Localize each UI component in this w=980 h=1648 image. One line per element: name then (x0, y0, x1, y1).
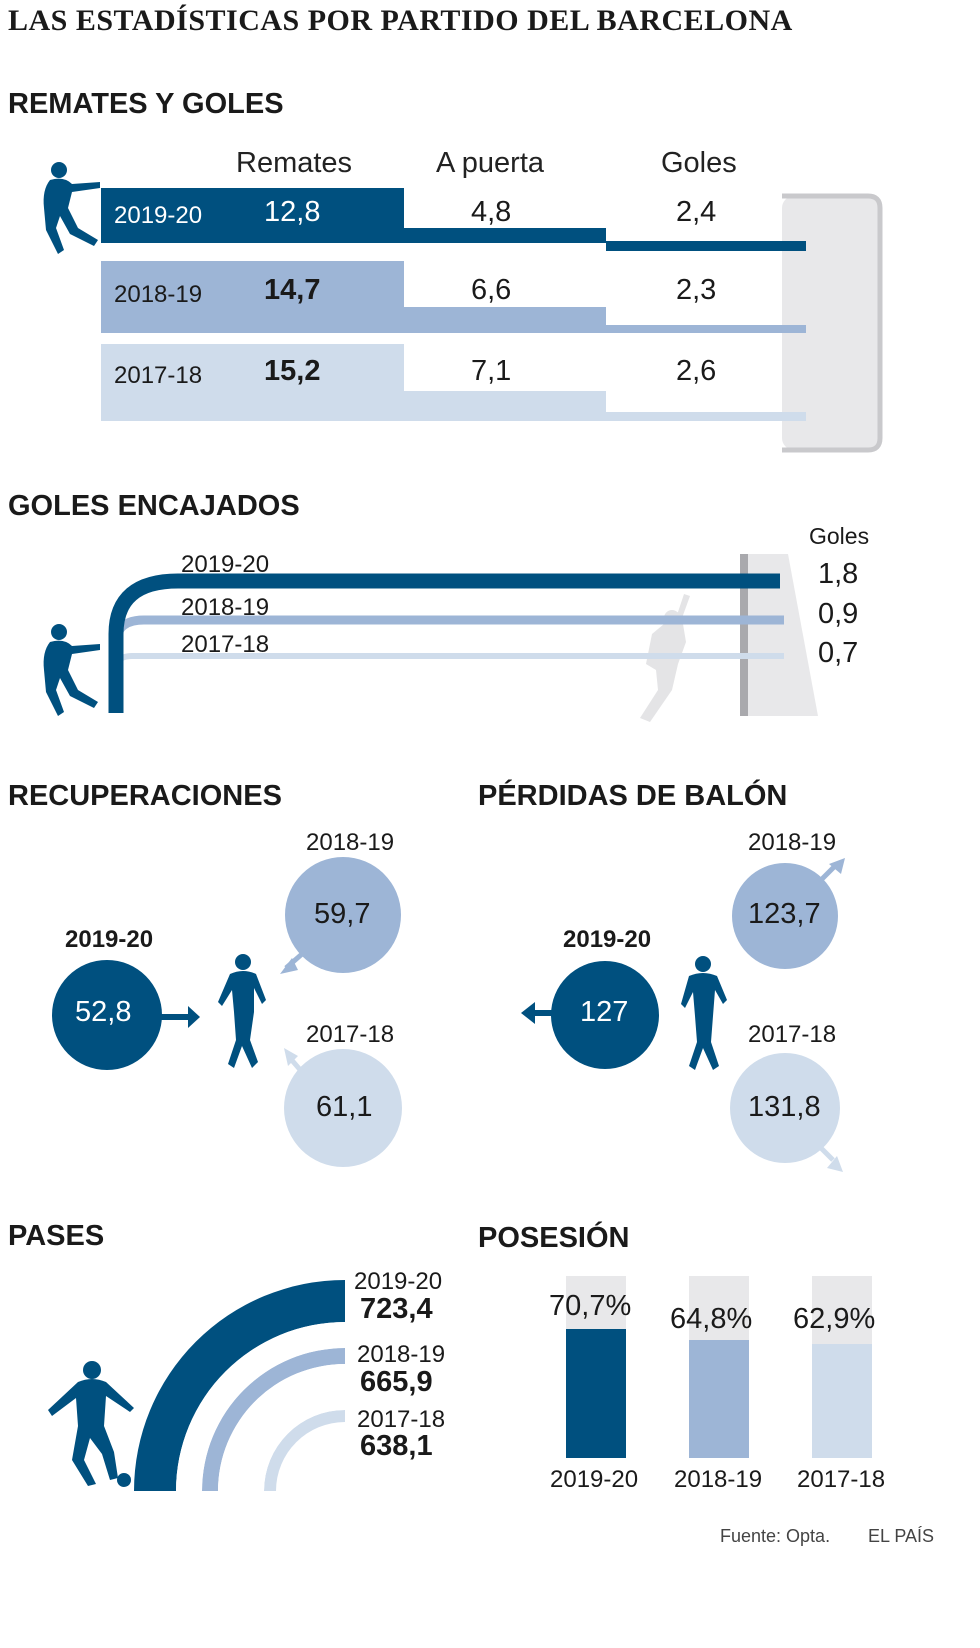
arrow-icon (521, 1002, 555, 1024)
pases-arc-2018-19 (202, 1348, 345, 1491)
header-a-puerta: A puerta (436, 147, 545, 179)
remates-bar-2019-20 (101, 188, 404, 243)
value-remates-2019-20: 12,8 (264, 196, 321, 228)
conceded-season-2017-18: 2017-18 (181, 631, 270, 658)
arrow-icon (160, 1006, 200, 1028)
header-goles: Goles (661, 147, 737, 179)
pases-arc-2017-18 (264, 1410, 345, 1491)
season-label-2019-20: 2019-20 (114, 202, 203, 229)
perd-circle-2017-18 (730, 1053, 840, 1163)
dribbler-icon (681, 956, 727, 1070)
conceded-lines (108, 573, 784, 713)
perd-value-2018-19: 123,7 (748, 898, 821, 930)
posesion-season-2018-19: 2018-19 (674, 1466, 763, 1493)
season-label-2017-18: 2017-18 (114, 362, 203, 389)
section-title-perdidas: PÉRDIDAS DE BALÓN (478, 780, 788, 812)
page-title: LAS ESTADÍSTICAS POR PARTIDO DEL BARCELO… (8, 4, 793, 37)
perd-circle-2019-20 (551, 961, 659, 1069)
recup-circle-2018-19 (285, 857, 401, 973)
value-apuerta-2019-20: 4,8 (471, 196, 512, 228)
goles-bar-2018-19 (606, 325, 806, 333)
player-passing-icon (48, 1361, 134, 1487)
perd-graphic (521, 858, 845, 1172)
pases-value-2018-19: 665,9 (360, 1366, 433, 1398)
arrow-icon (819, 1146, 843, 1172)
conceded-line-2019-20 (108, 573, 780, 713)
pases-season-2017-18: 2017-18 (357, 1406, 446, 1433)
posesion-season-2019-20: 2019-20 (550, 1466, 639, 1493)
arrow-icon (819, 858, 845, 882)
header-remates: Remates (236, 147, 353, 179)
recup-value-2018-19: 59,7 (314, 898, 371, 930)
source-note: Fuente: Opta. (720, 1526, 831, 1546)
recup-graphic (52, 857, 402, 1167)
pases-season-2018-19: 2018-19 (357, 1341, 446, 1368)
brand-logo: EL PAÍS (868, 1526, 935, 1546)
pases-season-2019-20: 2019-20 (354, 1268, 443, 1295)
season-label-2018-19: 2018-19 (114, 281, 203, 308)
posesion-track-2017-18 (812, 1276, 872, 1458)
posesion-track-2019-20 (566, 1276, 626, 1458)
perd-value-2019-20: 127 (580, 996, 629, 1028)
posesion-value-2019-20: 70,7% (549, 1290, 632, 1322)
value-apuerta-2017-18: 7,1 (471, 355, 512, 387)
posesion-bar-2017-18 (812, 1344, 872, 1458)
recup-value-2017-18: 61,1 (316, 1091, 373, 1123)
perd-season-2017-18: 2017-18 (748, 1021, 837, 1048)
value-goles-2017-18: 2,6 (676, 355, 717, 387)
apuerta-bar-2017-18 (404, 391, 606, 421)
kicker-icon-2 (43, 624, 100, 716)
value-remates-2018-19: 14,7 (264, 274, 321, 306)
conceded-value-2018-19: 0,9 (818, 598, 859, 630)
section-title-goles-encajados: GOLES ENCAJADOS (8, 490, 300, 522)
arrow-icon (284, 1048, 304, 1074)
perd-circle-2018-19 (732, 863, 838, 969)
apuerta-bar-2018-19 (404, 307, 606, 333)
value-goles-2018-19: 2,3 (676, 274, 717, 306)
header-goles-encajados: Goles (809, 523, 870, 549)
remates-bar-2017-18 (101, 344, 404, 421)
posesion-value-2017-18: 62,9% (793, 1303, 876, 1335)
arrow-icon (280, 952, 304, 974)
goal-frame (782, 193, 883, 453)
perd-season-2019-20: 2019-20 (563, 926, 652, 953)
section-title-remates: REMATES Y GOLES (8, 88, 284, 120)
posesion-bar-2018-19 (689, 1340, 749, 1458)
apuerta-bar-2019-20 (404, 228, 606, 243)
kicker-icon (43, 162, 100, 254)
perd-value-2017-18: 131,8 (748, 1091, 821, 1123)
recup-circle-2019-20 (52, 960, 162, 1070)
value-goles-2019-20: 2,4 (676, 196, 717, 228)
posesion-value-2018-19: 64,8% (670, 1303, 753, 1335)
perd-season-2018-19: 2018-19 (748, 829, 837, 856)
recup-season-2018-19: 2018-19 (306, 829, 395, 856)
section-title-posesion: POSESIÓN (478, 1222, 630, 1254)
recup-season-2017-18: 2017-18 (306, 1021, 395, 1048)
goles-bar-2017-18 (606, 412, 806, 421)
goles-bar-2019-20 (606, 241, 806, 251)
goal-post (740, 554, 818, 716)
posesion-track-2018-19 (689, 1276, 749, 1458)
posesion-season-2017-18: 2017-18 (797, 1466, 886, 1493)
remates-bar-2018-19 (101, 261, 404, 333)
pases-graphic (134, 1280, 345, 1491)
pases-value-2017-18: 638,1 (360, 1430, 433, 1462)
recup-circle-2017-18 (284, 1049, 402, 1167)
conceded-line-2017-18 (113, 653, 784, 713)
recup-season-2019-20: 2019-20 (65, 926, 154, 953)
value-remates-2017-18: 15,2 (264, 355, 321, 387)
section-title-recuperaciones: RECUPERACIONES (8, 780, 282, 812)
conceded-value-2019-20: 1,8 (818, 558, 859, 590)
player-icon (218, 954, 266, 1068)
conceded-value-2017-18: 0,7 (818, 637, 859, 669)
section-title-pases: PASES (8, 1220, 105, 1252)
pases-arc-2019-20 (134, 1280, 345, 1491)
conceded-season-2019-20: 2019-20 (181, 551, 270, 578)
posesion-bar-2019-20 (566, 1329, 626, 1458)
value-apuerta-2018-19: 6,6 (471, 274, 512, 306)
recup-value-2019-20: 52,8 (75, 996, 132, 1028)
conceded-season-2018-19: 2018-19 (181, 594, 270, 621)
pases-value-2019-20: 723,4 (360, 1293, 433, 1325)
